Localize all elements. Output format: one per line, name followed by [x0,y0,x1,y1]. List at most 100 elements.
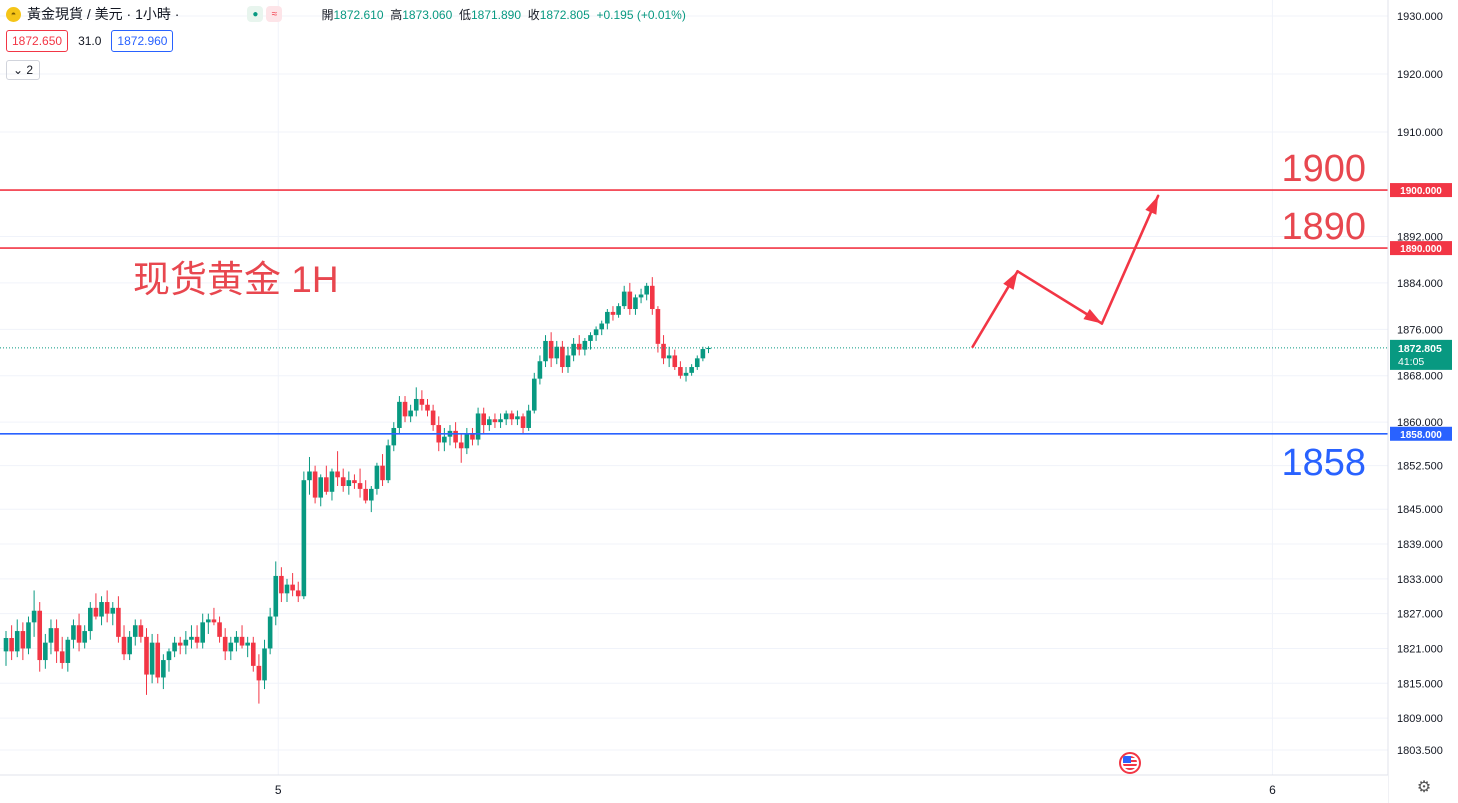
candle [301,480,307,597]
candle [65,639,71,663]
candle [76,625,82,643]
price-tick-label: 1815.000 [1397,678,1443,690]
price-tick-label: 1803.500 [1397,745,1443,757]
candle [121,636,127,655]
candle [694,358,700,368]
open-value: 1872.610 [333,7,384,22]
candle [161,660,166,678]
symbol-header: ◓ 黃金現貨 / 美元 · 1小時 · ● ≈ 開1872.610 高1873.… [6,4,686,24]
candle [644,285,649,295]
candle [324,477,329,492]
price-tick-label: 1892.000 [1397,231,1443,243]
candle [487,419,492,426]
candle [464,433,470,449]
candle [217,622,222,637]
price-badge-text-1900: 1900.000 [1400,186,1442,197]
candle [706,347,711,350]
symbol-title[interactable]: 黃金現貨 / 美元 · 1小時 · [27,6,180,22]
candle [700,349,706,359]
candle [397,401,402,428]
candle [295,590,301,597]
candle [543,340,548,362]
candle [638,294,644,298]
candle [458,442,464,449]
candle [442,436,447,443]
candle [9,638,14,652]
candle [250,642,256,666]
candle [183,639,189,646]
horizontal-levels[interactable]: 1900 1890 1858 [0,148,1388,484]
candle [650,285,655,310]
candle [273,575,279,617]
candle [498,419,503,423]
candle [127,636,132,655]
candle [239,636,245,646]
candle [307,471,312,481]
level-label-1890: 1890 [1281,206,1366,248]
candle [256,665,262,681]
us-flag-event-icon[interactable] [1119,752,1141,774]
time-tick-label: 6 [1269,783,1276,797]
price-tick-label: 1839.000 [1397,539,1443,551]
candle [194,636,200,643]
candle [329,471,335,492]
grid-lines [0,0,1388,775]
candle [206,619,211,623]
data-provider-wave-icon[interactable]: ≈ [266,6,283,22]
price-axis[interactable]: 1930.000 1920.000 1910.000 1892.000 1884.000… [1397,11,1443,757]
candle [43,642,48,661]
buy-price-button[interactable]: 1872.960 [111,30,174,52]
sell-price-button[interactable]: 1872.650 [6,30,69,52]
price-tick-label: 1910.000 [1397,127,1443,139]
candle [666,355,672,359]
candle [284,584,290,594]
candle [189,636,194,640]
candle [110,607,116,614]
candle [616,306,621,315]
candle [93,607,99,617]
price-tick-label: 1860.000 [1397,417,1443,429]
price-tick-label: 1852.500 [1397,461,1443,473]
spread-value: 31.0 [78,34,102,48]
price-badge-1900 [1390,183,1452,198]
candle [200,622,205,643]
candle [385,445,391,481]
candle [537,361,543,379]
candle [155,642,161,678]
price-tick-label: 1884.000 [1397,278,1443,290]
ohlc-values: 開1872.610 高1873.060 低1871.890 收1872.805 … [321,7,686,22]
candle [588,335,593,341]
time-axis[interactable]: 5615:0091011121315:00161712:0 [275,783,1458,797]
chevron-down-icon: ⌄ [13,63,24,77]
candle [419,398,425,405]
current-price-text: 1872.805 [1398,343,1442,355]
price-badge-text-1890: 1890.000 [1400,244,1442,255]
candle [279,575,284,594]
time-axis-bg [0,775,1388,803]
candle [48,628,54,643]
candle [560,346,565,368]
candle [408,410,413,417]
candle [3,638,9,652]
candle [245,642,250,646]
candle [402,401,408,417]
indicators-toggle[interactable]: ⌄ 2 [6,60,41,80]
candle [54,628,59,652]
price-badge-1890 [1390,241,1452,256]
candle [144,636,149,675]
projection-arrowhead [1003,271,1018,290]
market-status-dot-icon[interactable]: ● [247,6,264,22]
price-tick-label: 1930.000 [1397,11,1443,23]
candle [655,309,661,344]
candle [531,378,537,411]
candle [430,410,436,426]
candle [503,413,509,420]
settings-gear-icon[interactable]: ⚙ [1416,779,1432,796]
candle [374,465,380,489]
projection-segment [1100,194,1160,325]
candle [363,488,368,501]
time-tick-label: 5 [275,783,282,797]
candle [621,291,627,307]
price-tick-label: 1827.000 [1397,609,1443,621]
